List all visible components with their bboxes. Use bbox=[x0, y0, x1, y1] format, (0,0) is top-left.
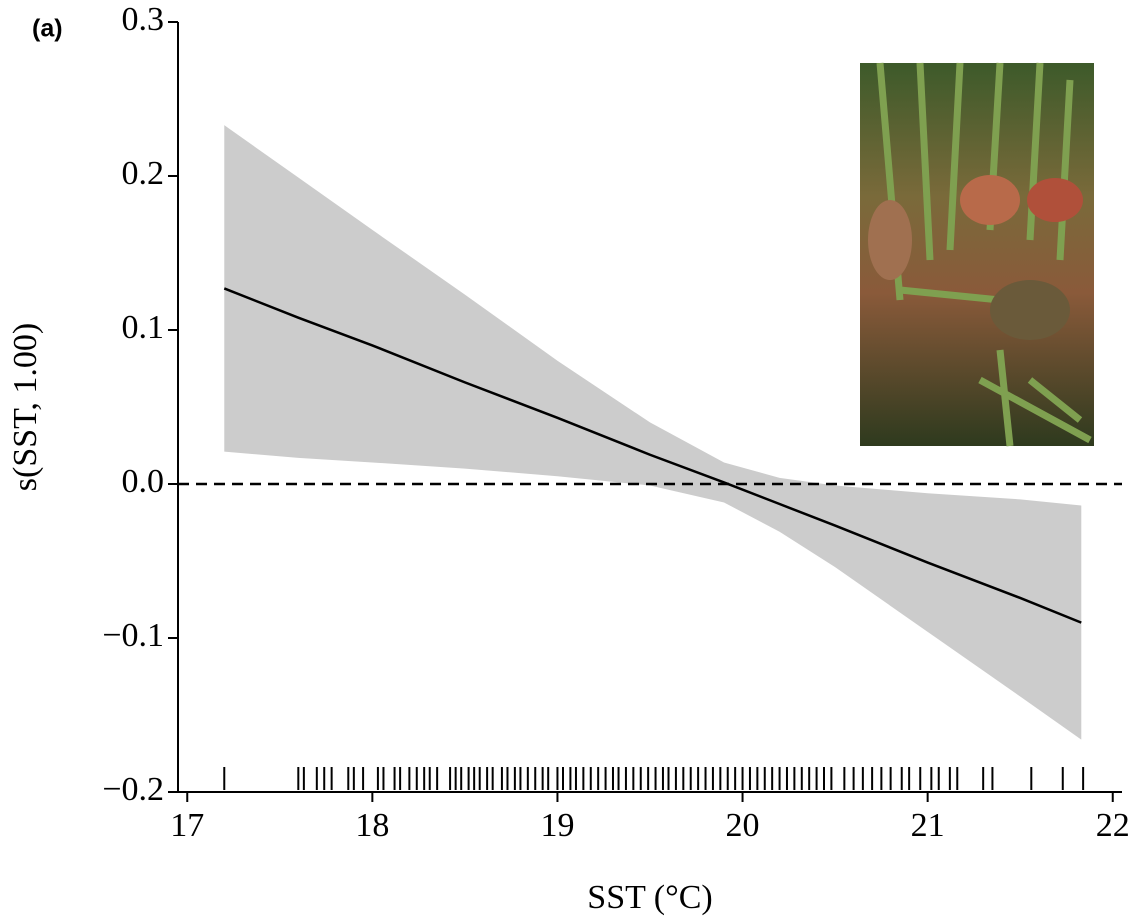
x-tick-label: 18 bbox=[355, 807, 389, 844]
y-tick-label: 0.1 bbox=[122, 309, 165, 346]
y-tick-label: 0.2 bbox=[122, 155, 165, 192]
y-tick-label: −0.1 bbox=[102, 617, 164, 654]
x-axis-label: SST (°C) bbox=[587, 879, 712, 916]
x-tick-label: 19 bbox=[540, 807, 574, 844]
x-tick-label: 22 bbox=[1096, 807, 1130, 844]
x-tick-label: 17 bbox=[170, 807, 204, 844]
smooth-line bbox=[223, 287, 1082, 624]
x-tick-label: 20 bbox=[726, 807, 760, 844]
x-tick-label: 21 bbox=[911, 807, 945, 844]
confidence-band bbox=[224, 125, 1082, 740]
y-tick-label: −0.2 bbox=[102, 771, 164, 808]
y-axis-label: s(SST, 1.00) bbox=[7, 323, 44, 491]
panel-label: (a) bbox=[32, 15, 63, 43]
photo-inset bbox=[860, 62, 1094, 447]
y-tick-label: 0.3 bbox=[122, 1, 165, 38]
y-tick-label: 0.0 bbox=[122, 463, 165, 500]
